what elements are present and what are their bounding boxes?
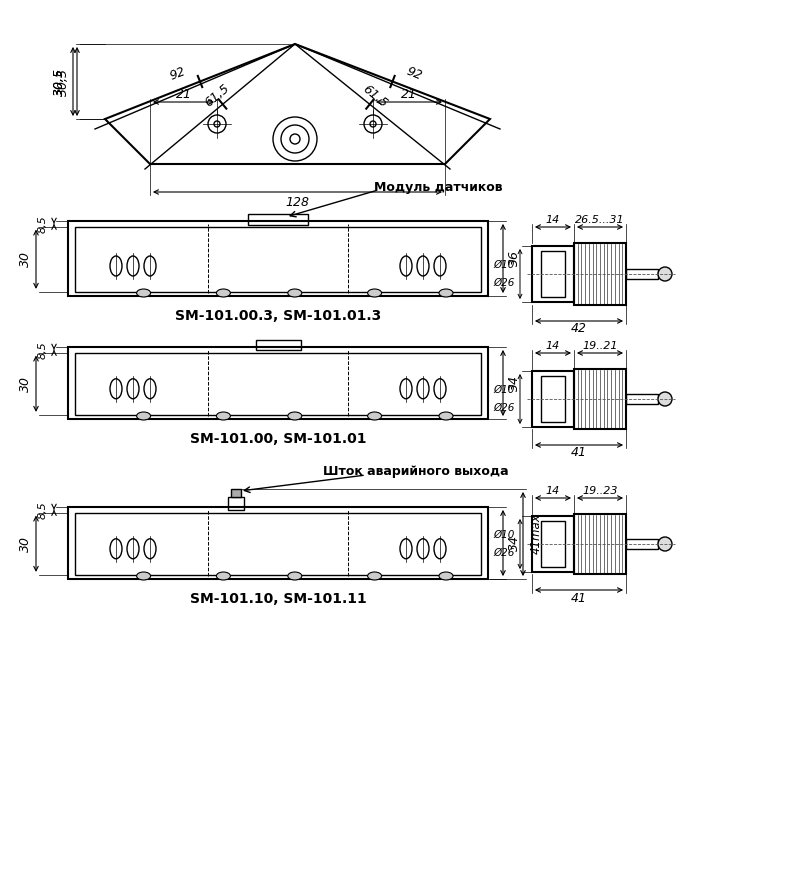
Text: Модуль датчиков: Модуль датчиков [374,180,502,194]
Text: 92: 92 [168,65,188,83]
Bar [255,340,301,350]
Bar [68,221,488,296]
Text: SM-101.00.3, SM-101.01.3: SM-101.00.3, SM-101.01.3 [175,309,381,323]
Text: 61,5: 61,5 [202,82,233,110]
Bar [541,251,565,297]
Text: 8,5: 8,5 [38,340,48,358]
Ellipse shape [288,289,302,297]
Text: 14: 14 [546,215,560,225]
Bar [228,497,244,510]
Bar [248,214,308,225]
Bar [532,246,574,302]
Ellipse shape [216,289,230,297]
Bar [541,521,565,567]
Text: 14: 14 [546,486,560,496]
Ellipse shape [439,572,453,580]
Text: 30: 30 [18,536,31,552]
Text: 128: 128 [286,196,310,209]
Text: 36: 36 [507,251,521,267]
Ellipse shape [137,572,150,580]
Ellipse shape [367,572,382,580]
Circle shape [658,537,672,551]
Text: 92: 92 [405,65,424,83]
Text: 30,5: 30,5 [53,68,66,95]
Text: Шток аварийного выхода: Шток аварийного выхода [323,466,509,478]
Circle shape [658,392,672,406]
Bar [574,243,626,305]
Bar [75,227,481,292]
Ellipse shape [367,289,382,297]
Text: 30: 30 [18,376,31,392]
Text: 30: 30 [18,252,31,268]
Ellipse shape [216,572,230,580]
Text: Ø26: Ø26 [494,278,514,288]
Bar [231,489,241,497]
Text: 41: 41 [571,591,587,605]
Text: 19..21: 19..21 [582,341,618,351]
Text: 30,5: 30,5 [57,68,70,95]
Text: 42: 42 [571,323,587,335]
Ellipse shape [216,412,230,420]
Ellipse shape [137,289,150,297]
Text: 14: 14 [546,341,560,351]
Text: 19..23: 19..23 [582,486,618,496]
Bar [626,269,658,279]
Bar [75,513,481,575]
Bar [68,507,488,579]
Text: Ø26: Ø26 [494,548,514,558]
Text: 41: 41 [571,446,587,460]
Text: SM-101.10, SM-101.11: SM-101.10, SM-101.11 [190,592,366,606]
Bar [626,539,658,549]
Text: 30,5: 30,5 [53,68,66,95]
Ellipse shape [288,572,302,580]
Text: 8,5: 8,5 [38,501,48,518]
Text: 61,5: 61,5 [360,82,390,110]
Ellipse shape [137,412,150,420]
Ellipse shape [288,412,302,420]
Bar [68,347,488,419]
Text: 34: 34 [507,535,521,551]
Bar [532,371,574,427]
Text: Ø10: Ø10 [494,530,514,540]
Text: Ø10: Ø10 [494,385,514,395]
Ellipse shape [367,412,382,420]
Text: 26.5...31: 26.5...31 [575,215,625,225]
Text: 21: 21 [175,87,191,100]
Ellipse shape [439,289,453,297]
Text: 21: 21 [401,87,417,100]
Polygon shape [105,44,490,164]
Ellipse shape [439,412,453,420]
Text: Ø10: Ø10 [494,260,514,270]
Bar [574,514,626,574]
Circle shape [658,267,672,281]
Bar [574,369,626,429]
Bar [541,376,565,422]
Text: 41max: 41max [530,514,542,555]
Text: 8,5: 8,5 [38,215,48,233]
Bar [626,394,658,404]
Bar [75,353,481,415]
Text: Ø26: Ø26 [494,403,514,413]
Bar [532,516,574,572]
Text: SM-101.00, SM-101.01: SM-101.00, SM-101.01 [190,432,366,446]
Text: 34: 34 [507,375,521,391]
